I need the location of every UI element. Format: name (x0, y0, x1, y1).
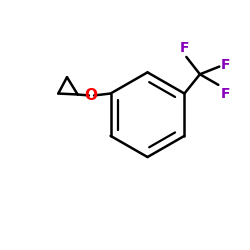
Text: F: F (220, 87, 230, 101)
Text: F: F (221, 58, 231, 72)
Text: F: F (180, 41, 189, 55)
Text: O: O (85, 88, 98, 103)
